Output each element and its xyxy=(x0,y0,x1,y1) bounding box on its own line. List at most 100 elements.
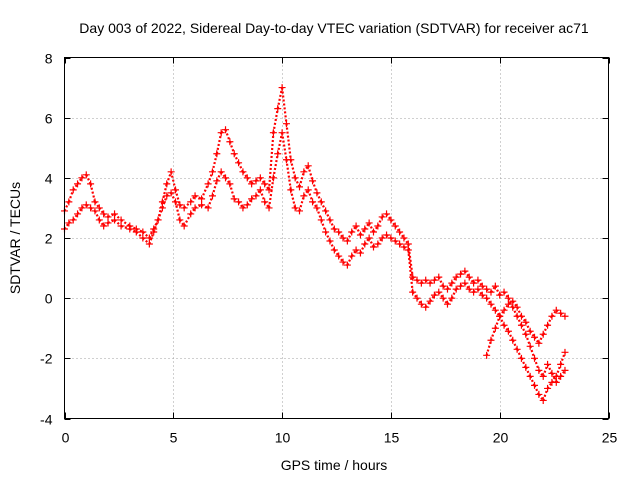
series-trace xyxy=(524,321,532,332)
data-point xyxy=(448,294,456,302)
data-point xyxy=(248,195,256,203)
data-point xyxy=(282,156,290,164)
series-trace xyxy=(350,249,357,257)
data-point xyxy=(213,177,221,185)
data-point xyxy=(204,204,212,212)
y-tick-label: 4 xyxy=(45,171,53,187)
series-trace xyxy=(442,297,449,305)
series-trace xyxy=(237,162,244,173)
series-3 xyxy=(483,297,569,359)
series-trace xyxy=(285,159,292,191)
data-point xyxy=(374,240,382,248)
x-tick-label: 25 xyxy=(602,430,618,446)
data-point xyxy=(335,228,343,236)
series-trace xyxy=(120,219,131,227)
data-point xyxy=(396,228,404,236)
data-point xyxy=(222,174,230,182)
data-point xyxy=(265,186,273,194)
data-point xyxy=(158,204,166,212)
series-trace xyxy=(355,225,362,236)
data-point xyxy=(278,129,286,137)
series-trace xyxy=(142,237,151,245)
data-point xyxy=(176,201,184,209)
series-trace xyxy=(263,183,270,191)
data-point xyxy=(274,105,282,113)
series-trace xyxy=(228,183,236,200)
series-trace xyxy=(359,243,366,254)
series-trace xyxy=(174,201,181,221)
series-trace xyxy=(246,198,253,206)
series-trace xyxy=(520,324,527,335)
series-trace xyxy=(315,192,323,203)
series-trace xyxy=(416,297,423,305)
data-point xyxy=(256,174,264,182)
data-point xyxy=(139,228,147,236)
data-point xyxy=(491,282,499,290)
series-trace xyxy=(298,171,305,188)
data-point xyxy=(213,150,221,158)
data-point xyxy=(557,309,565,317)
y-tick-label: 2 xyxy=(45,231,53,247)
series-trace xyxy=(516,306,523,317)
series-trace xyxy=(403,237,410,245)
data-point xyxy=(100,210,108,218)
data-point xyxy=(443,285,451,293)
series-trace xyxy=(385,213,392,221)
series-trace xyxy=(494,309,501,317)
series-trace xyxy=(376,237,384,245)
series-trace xyxy=(85,174,92,185)
chart-title: Day 003 of 2022, Sidereal Day-to-day VTE… xyxy=(79,20,589,36)
data-point xyxy=(282,120,290,128)
data-point xyxy=(252,177,260,185)
series-trace xyxy=(220,171,227,179)
series-trace xyxy=(211,180,218,197)
data-point xyxy=(239,204,247,212)
series-trace xyxy=(498,309,505,317)
data-point xyxy=(478,291,486,299)
data-point xyxy=(180,204,188,212)
series-trace xyxy=(189,195,196,203)
series-trace xyxy=(200,183,210,200)
data-point xyxy=(291,174,299,182)
data-point xyxy=(378,213,386,221)
series-trace xyxy=(546,315,553,326)
y-tick-label: -4 xyxy=(40,412,53,428)
series-trace xyxy=(272,153,279,179)
data-points xyxy=(61,84,569,404)
series-trace xyxy=(524,366,532,377)
data-point xyxy=(104,213,112,221)
series-trace xyxy=(407,249,414,293)
series-trace xyxy=(533,336,540,344)
series-trace xyxy=(211,153,218,173)
series-trace xyxy=(398,231,405,239)
data-point xyxy=(496,312,504,320)
series-trace xyxy=(520,357,527,368)
series-trace xyxy=(485,297,492,305)
data-point xyxy=(439,282,447,290)
series-trace xyxy=(259,177,266,185)
series-trace xyxy=(63,222,70,230)
data-point xyxy=(430,276,438,284)
y-tick-label: -2 xyxy=(40,351,53,367)
series-trace xyxy=(450,288,458,299)
series-trace xyxy=(72,183,79,191)
data-point xyxy=(522,363,530,371)
series-trace xyxy=(183,201,192,209)
series-trace xyxy=(411,291,418,299)
series-1 xyxy=(61,84,569,386)
series-trace xyxy=(276,132,284,154)
data-point xyxy=(544,384,552,392)
data-point xyxy=(300,168,308,176)
data-point xyxy=(383,210,391,218)
data-point xyxy=(452,285,460,293)
y-axis-label: SDTVAR / TECUs xyxy=(7,182,23,294)
series-trace xyxy=(263,201,270,209)
y-tick-label: 6 xyxy=(45,111,53,127)
data-point xyxy=(361,240,369,248)
series-trace xyxy=(142,231,151,239)
series-trace xyxy=(281,132,288,160)
series-trace xyxy=(72,213,79,221)
data-point xyxy=(191,192,199,200)
series-2 xyxy=(61,129,569,404)
